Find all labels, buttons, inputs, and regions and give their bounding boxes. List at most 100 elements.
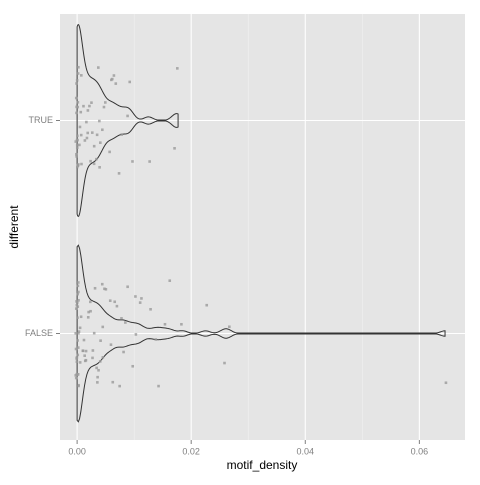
point [78, 125, 82, 129]
point [86, 109, 90, 112]
point [102, 105, 106, 109]
point [98, 166, 101, 169]
point [76, 292, 79, 296]
point [89, 309, 92, 313]
point [75, 152, 78, 156]
point [75, 356, 79, 359]
point [131, 160, 134, 163]
point [134, 295, 137, 298]
point [79, 315, 83, 319]
point [76, 101, 80, 104]
point [120, 317, 123, 320]
point [122, 350, 125, 354]
point [101, 325, 105, 329]
point [77, 281, 80, 284]
point [76, 284, 80, 288]
point [75, 165, 79, 169]
point [101, 128, 104, 132]
point [77, 383, 80, 387]
y-axis-title: different [7, 205, 21, 249]
point [117, 172, 121, 175]
point [78, 361, 82, 364]
point [84, 358, 88, 362]
x-tick-label: 0.04 [297, 446, 315, 456]
panel [60, 14, 465, 440]
point [126, 114, 129, 118]
point [148, 160, 151, 163]
point [228, 325, 231, 329]
point [109, 343, 113, 346]
point [97, 66, 100, 69]
point [112, 74, 116, 77]
point [91, 349, 95, 352]
point [82, 104, 85, 108]
point [81, 349, 85, 353]
point [76, 353, 80, 357]
point [95, 366, 98, 370]
point [168, 279, 172, 282]
point [89, 300, 92, 304]
point [75, 303, 79, 307]
point [97, 368, 100, 372]
point [77, 298, 80, 302]
point [173, 147, 176, 150]
point [83, 354, 86, 357]
point [444, 381, 448, 385]
point [75, 138, 79, 142]
x-tick-label: 0.00 [68, 446, 86, 456]
point [77, 331, 80, 335]
point [75, 146, 79, 149]
point [126, 285, 129, 289]
point [76, 72, 80, 75]
point [108, 150, 111, 154]
point [76, 134, 79, 138]
point [138, 301, 142, 304]
point [113, 300, 117, 304]
point [128, 80, 132, 84]
point [76, 305, 80, 308]
point [74, 140, 78, 143]
point [74, 347, 78, 351]
point [131, 364, 135, 368]
point [77, 330, 81, 333]
point [75, 155, 78, 158]
point [180, 322, 183, 326]
point [74, 332, 78, 335]
point [95, 133, 99, 137]
point [83, 139, 87, 142]
point [92, 144, 96, 148]
point [149, 307, 152, 311]
point [103, 287, 106, 291]
point [79, 110, 83, 114]
point [99, 339, 102, 342]
point [76, 346, 80, 349]
point [75, 82, 78, 85]
point [99, 141, 102, 144]
x-tick-label: 0.02 [182, 446, 200, 456]
point [92, 162, 96, 166]
point [74, 307, 78, 310]
point [86, 316, 90, 319]
point [96, 375, 99, 379]
point [100, 282, 104, 286]
point [75, 111, 78, 115]
point [140, 297, 143, 300]
point [98, 119, 101, 123]
point [163, 322, 167, 326]
point [110, 78, 113, 82]
point [134, 333, 138, 336]
violin [76, 244, 446, 423]
point [78, 143, 81, 147]
point [90, 131, 94, 134]
point [74, 376, 78, 380]
point [77, 163, 80, 166]
point [89, 159, 92, 163]
point [79, 133, 83, 137]
point [223, 361, 226, 365]
point [115, 304, 119, 308]
point [75, 373, 79, 377]
point [90, 101, 93, 104]
point [86, 131, 90, 135]
point [82, 338, 86, 342]
